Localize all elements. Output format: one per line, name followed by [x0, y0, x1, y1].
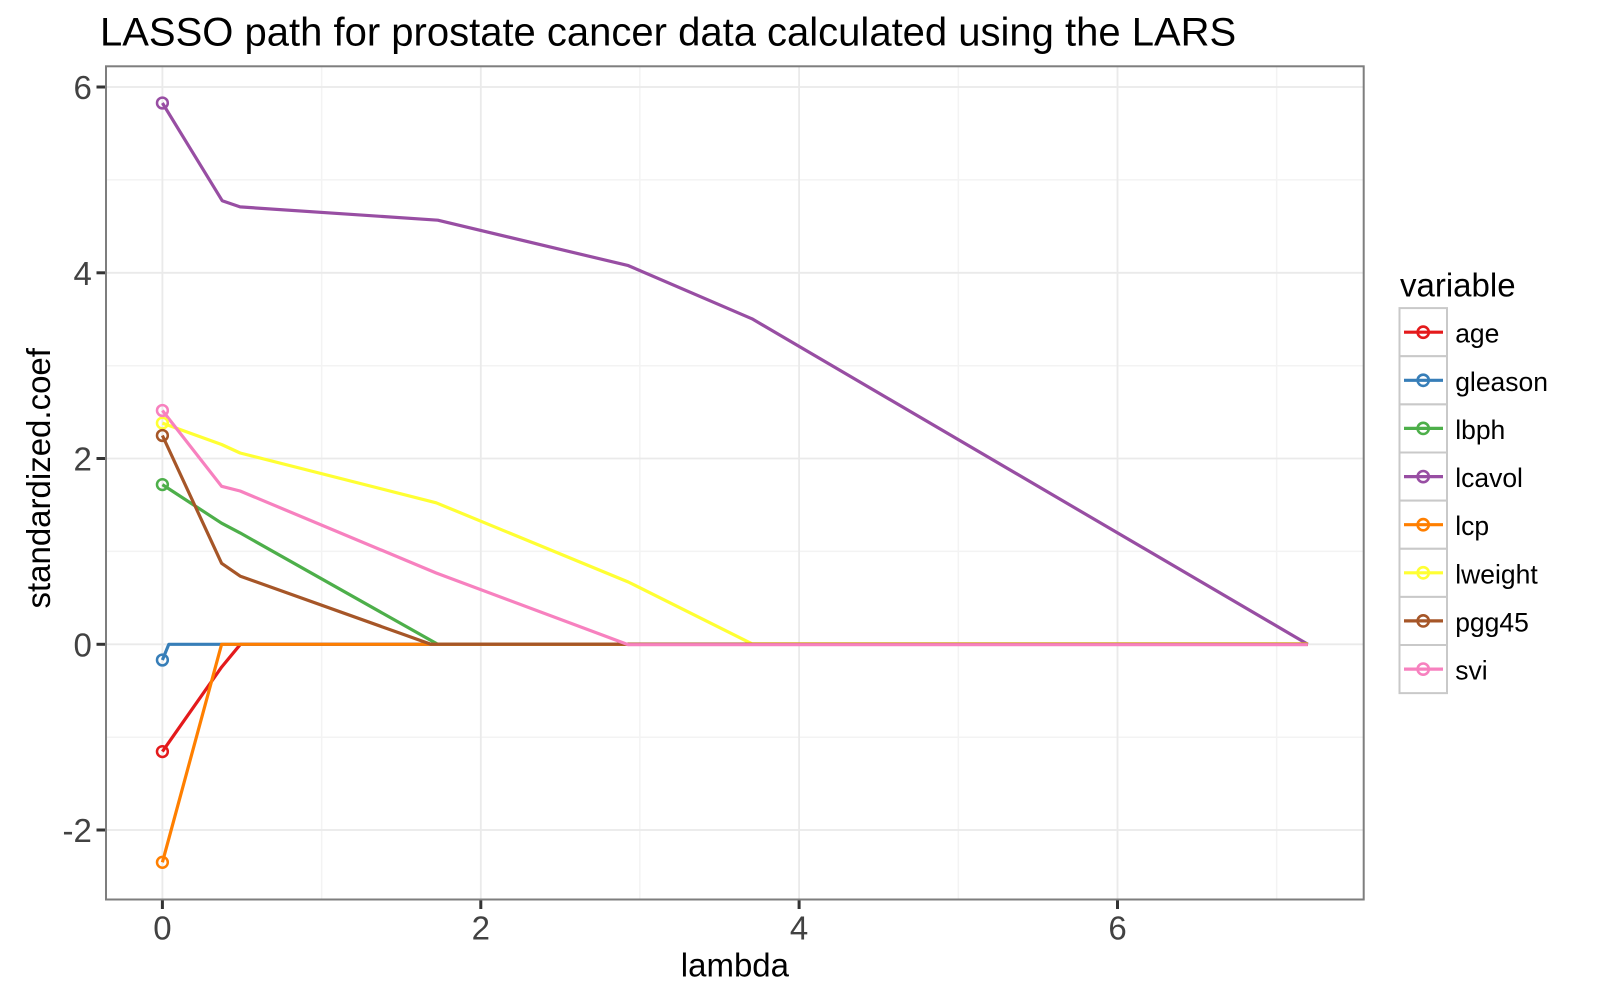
svg-text:lcp: lcp: [1455, 511, 1489, 541]
svg-text:gleason: gleason: [1455, 367, 1548, 397]
svg-text:2: 2: [472, 909, 490, 946]
svg-text:variable: variable: [1400, 267, 1516, 304]
svg-text:lambda: lambda: [681, 946, 790, 983]
svg-text:svi: svi: [1455, 656, 1487, 686]
svg-text:lcavol: lcavol: [1455, 463, 1523, 493]
svg-text:0: 0: [153, 909, 171, 946]
svg-text:2: 2: [73, 441, 91, 478]
svg-text:lbph: lbph: [1455, 415, 1505, 445]
svg-text:0: 0: [73, 626, 91, 663]
svg-text:-2: -2: [62, 812, 91, 849]
svg-text:LASSO path for prostate cancer: LASSO path for prostate cancer data calc…: [100, 11, 1236, 55]
svg-text:6: 6: [73, 69, 91, 106]
svg-text:pgg45: pgg45: [1455, 607, 1529, 637]
svg-text:4: 4: [790, 909, 808, 946]
svg-text:6: 6: [1108, 909, 1126, 946]
svg-text:standardized.coef: standardized.coef: [20, 347, 57, 608]
svg-text:lweight: lweight: [1455, 559, 1538, 589]
svg-text:4: 4: [73, 255, 91, 292]
svg-text:age: age: [1455, 319, 1499, 349]
